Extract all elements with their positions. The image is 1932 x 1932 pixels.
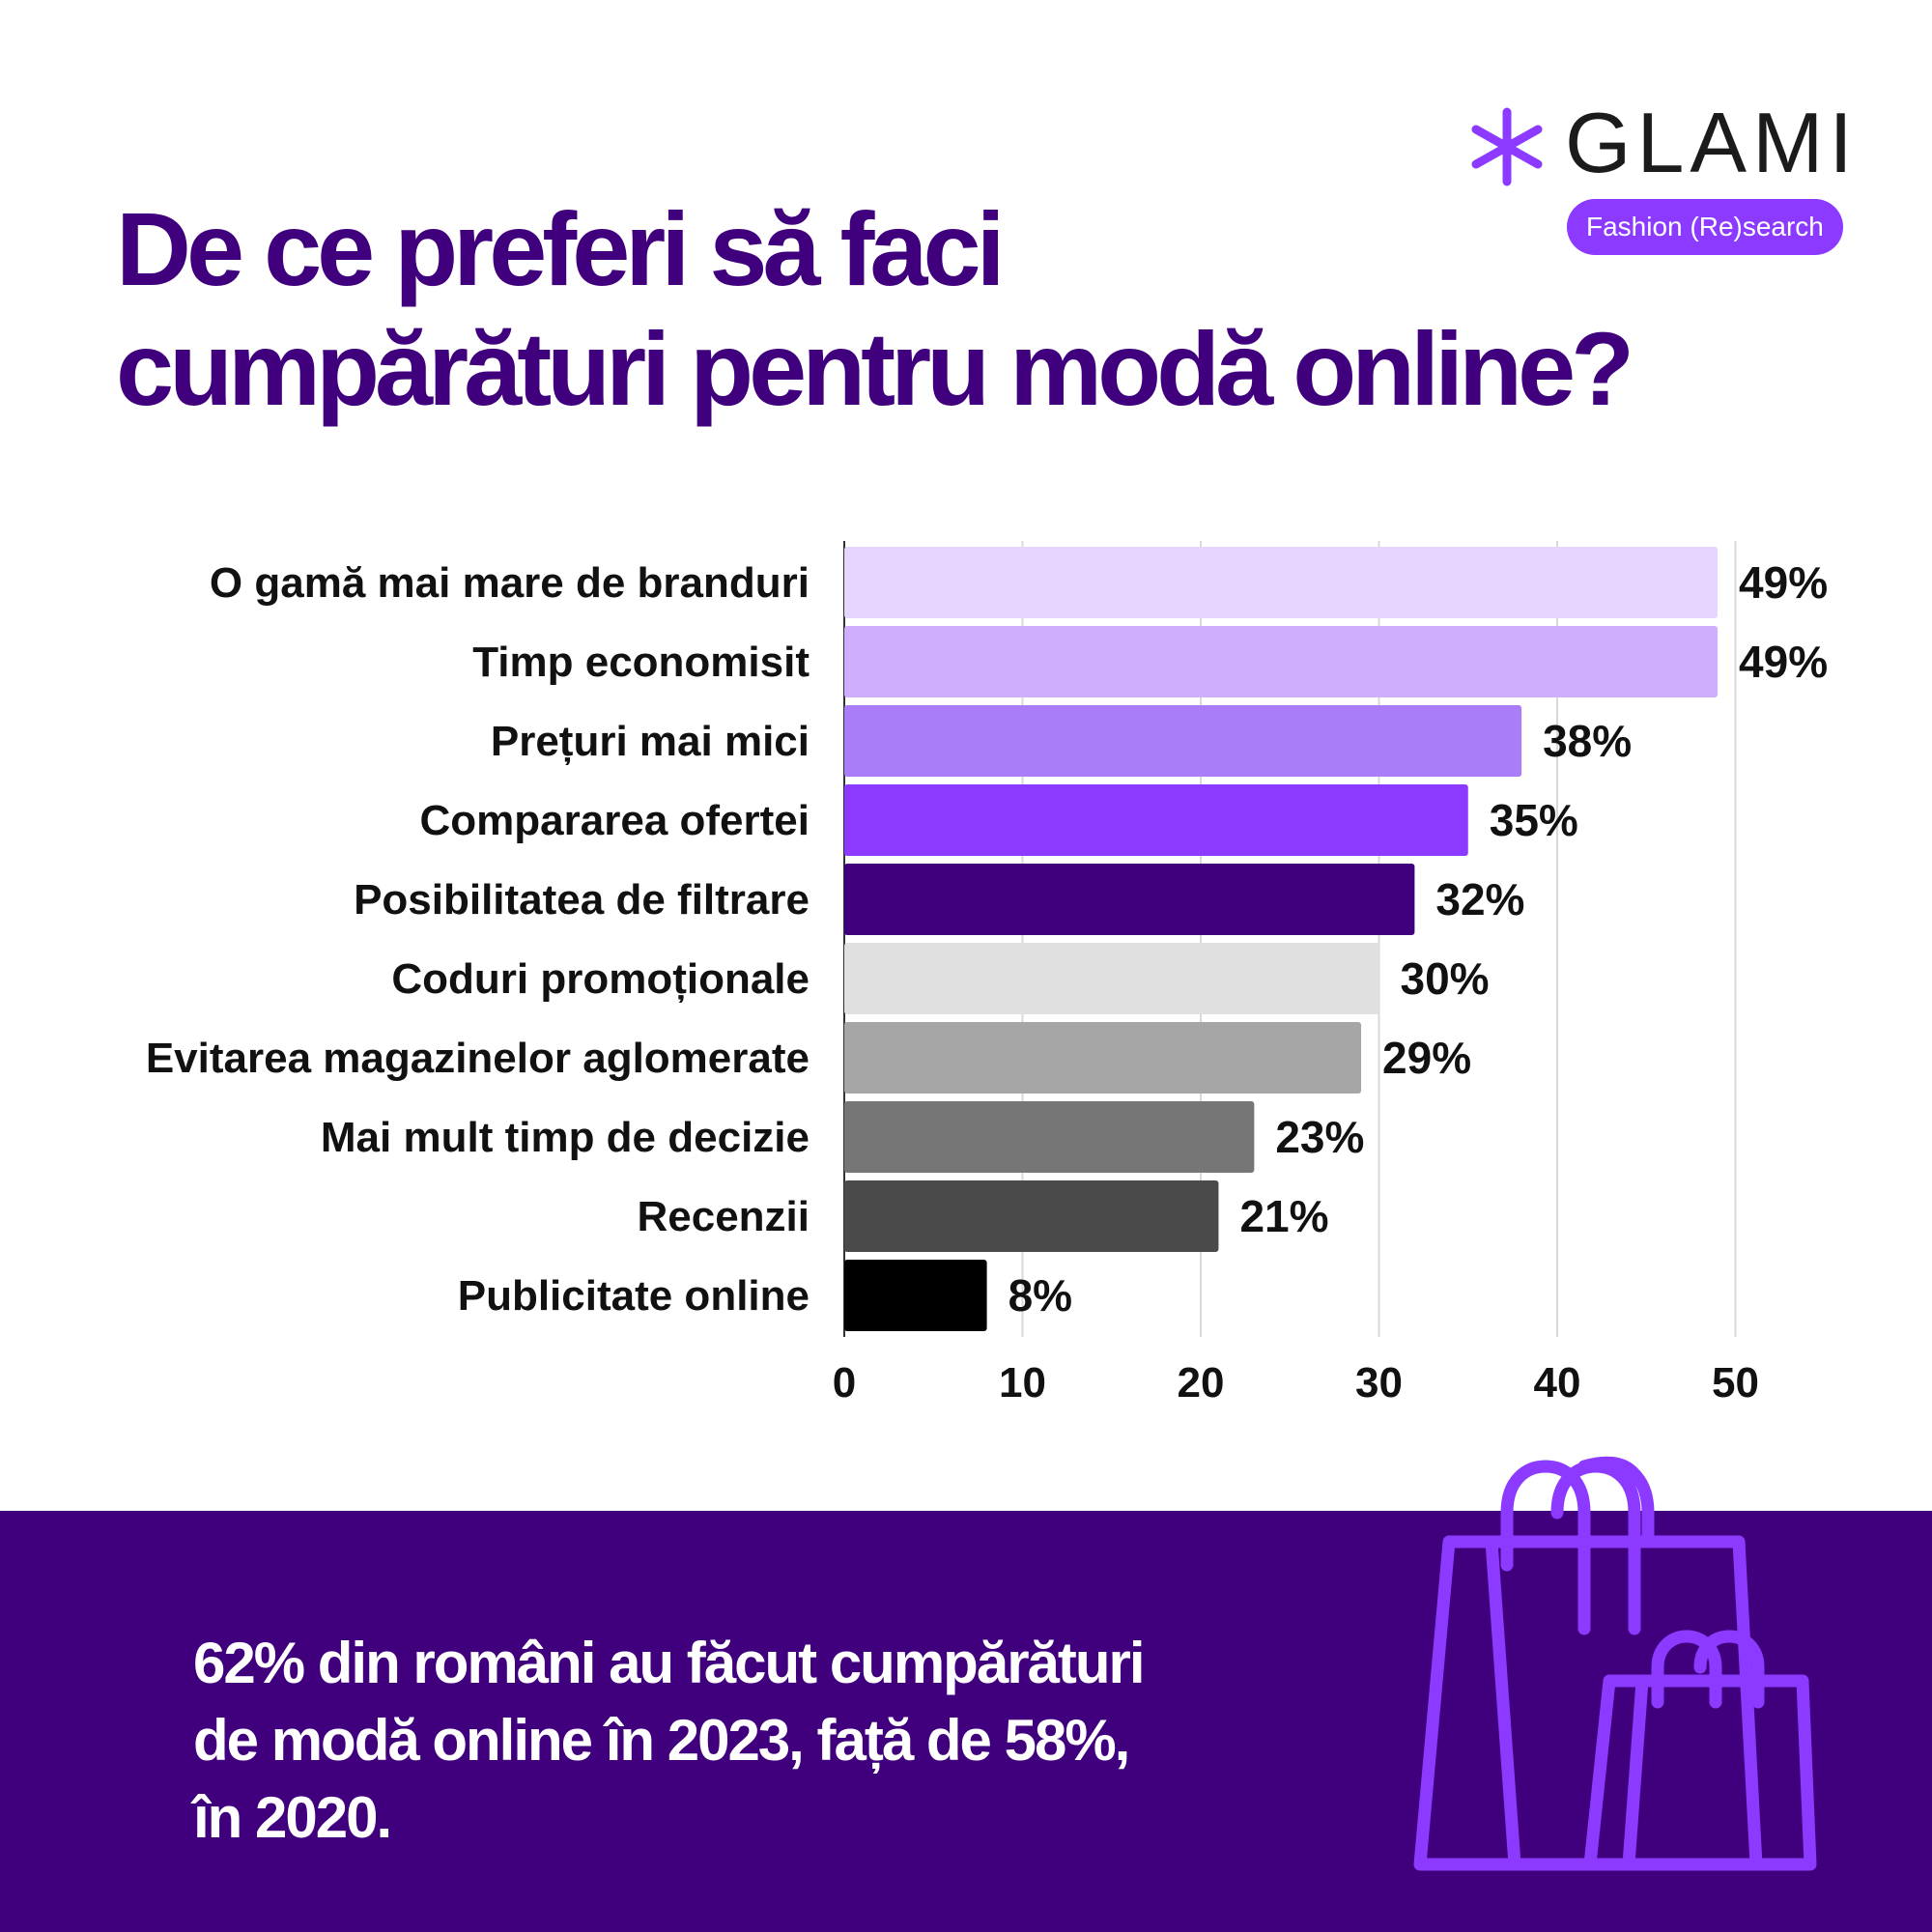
- bar: [844, 784, 1468, 856]
- glami-logo: GLAMI Fashion (Re)search: [1468, 100, 1853, 261]
- logo-tagline: Fashion (Re)search: [1567, 199, 1843, 255]
- value-label: 8%: [1009, 1270, 1072, 1321]
- footer-line-2: de modă online în 2023, față de 58%,: [193, 1708, 1130, 1773]
- x-tick-label: 30: [1355, 1359, 1403, 1406]
- category-label: Publicitate online: [458, 1272, 810, 1320]
- category-label: Compararea ofertei: [420, 797, 810, 844]
- x-tick-label: 0: [833, 1359, 856, 1406]
- bar: [844, 1101, 1255, 1173]
- bar: [844, 943, 1379, 1014]
- bar: [844, 1260, 987, 1331]
- footer-statement: 62% din români au făcut cumpărături de m…: [193, 1625, 1352, 1857]
- category-labels: O gamă mai mare de branduri Timp economis…: [146, 559, 810, 1320]
- x-axis-ticks: 0 10 20 30 40 50: [833, 1359, 1759, 1406]
- category-label: Recenzii: [637, 1193, 810, 1240]
- category-label: Prețuri mai mici: [491, 718, 810, 765]
- bar-chart: O gamă mai mare de branduri Timp economis…: [146, 541, 1829, 1406]
- footer-line-3: în 2020.: [193, 1785, 392, 1850]
- bar: [844, 547, 1719, 618]
- asterisk-icon: [1471, 107, 1543, 186]
- title-line-1: De ce preferi să faci: [116, 190, 1006, 307]
- page-title: De ce preferi să faci cumpărături pentru…: [116, 189, 1700, 429]
- category-label: Evitarea magazinelor aglomerate: [146, 1035, 810, 1082]
- x-tick-label: 50: [1712, 1359, 1759, 1406]
- value-label: 35%: [1490, 795, 1578, 845]
- category-label: Timp economisit: [472, 639, 810, 686]
- value-label: 29%: [1382, 1033, 1471, 1083]
- value-label: 23%: [1275, 1112, 1364, 1162]
- bar: [844, 626, 1719, 697]
- value-label: 49%: [1739, 637, 1828, 687]
- bars: [844, 547, 1719, 1331]
- shopping-bags-icon: [1413, 1456, 1817, 1871]
- value-label: 49%: [1739, 557, 1828, 608]
- bar: [844, 1180, 1219, 1252]
- bar: [844, 864, 1415, 935]
- bar: [844, 705, 1522, 777]
- category-label: O gamă mai mare de branduri: [210, 559, 810, 607]
- value-labels: 49% 49% 38% 35% 32% 30% 29% 23% 21% 8%: [1009, 557, 1829, 1321]
- x-tick-label: 10: [999, 1359, 1046, 1406]
- value-label: 38%: [1543, 716, 1632, 766]
- category-label: Mai mult timp de decizie: [321, 1114, 810, 1161]
- value-label: 21%: [1239, 1191, 1328, 1241]
- bar: [844, 1022, 1362, 1094]
- title-line-2: cumpărături pentru modă online?: [116, 310, 1634, 427]
- x-tick-label: 20: [1178, 1359, 1225, 1406]
- footer-line-1: 62% din români au făcut cumpărături: [193, 1631, 1146, 1695]
- category-label: Posibilitatea de filtrare: [354, 876, 810, 923]
- value-label: 30%: [1401, 953, 1490, 1004]
- category-label: Coduri promoționale: [391, 955, 810, 1003]
- value-label: 32%: [1435, 874, 1524, 924]
- x-tick-label: 40: [1534, 1359, 1581, 1406]
- logo-wordmark: GLAMI: [1565, 95, 1859, 190]
